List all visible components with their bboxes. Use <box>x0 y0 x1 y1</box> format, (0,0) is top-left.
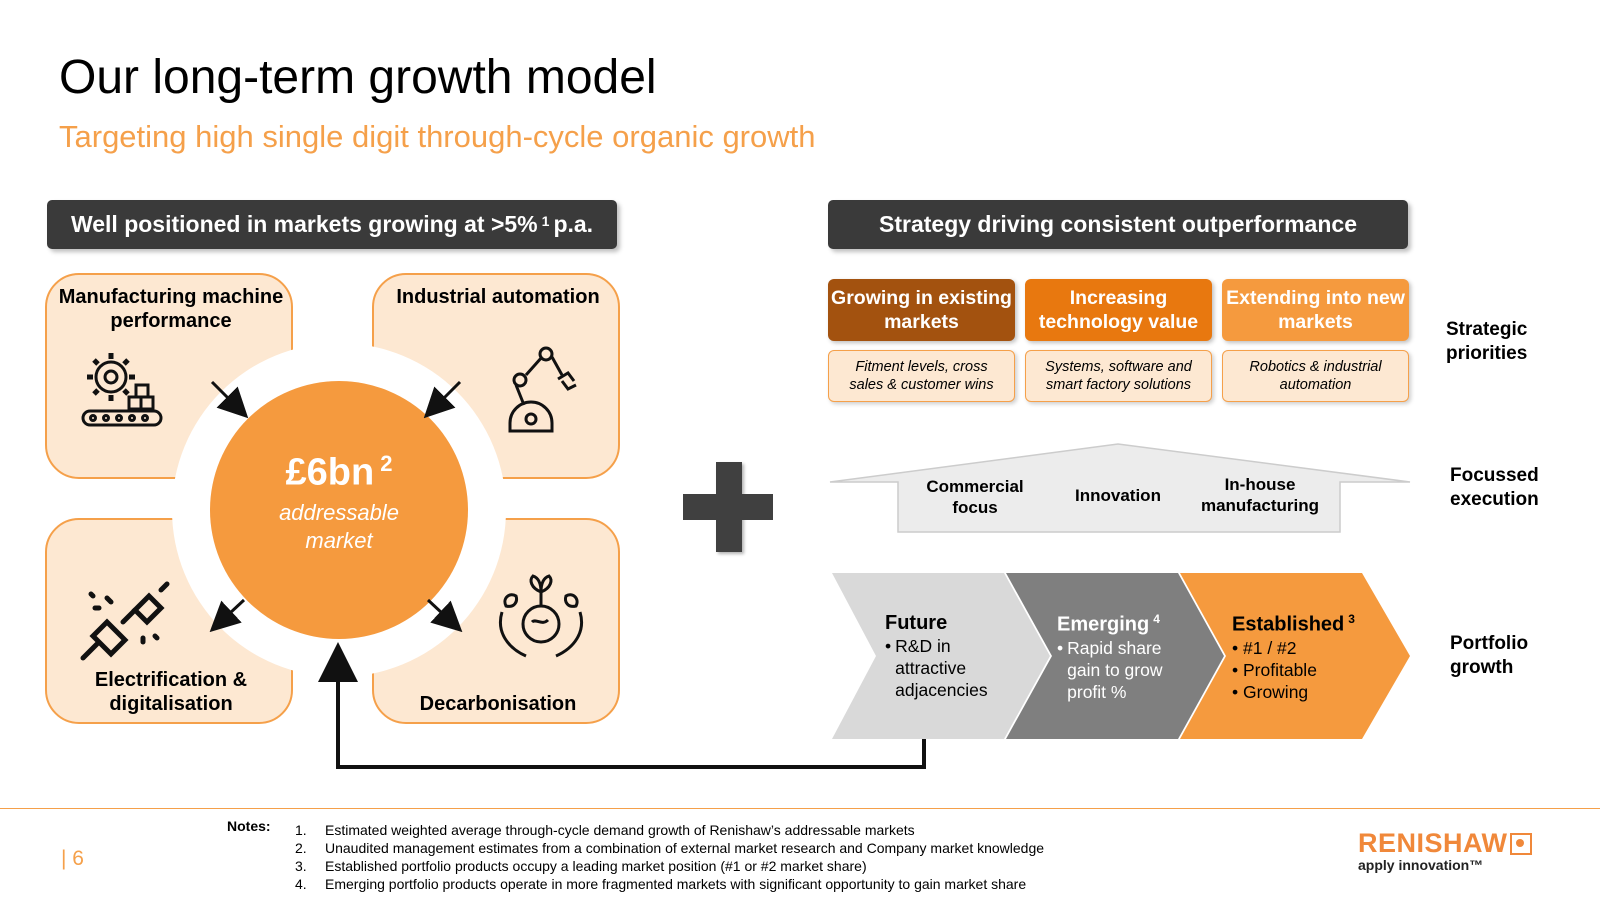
notes-list: 1. Estimated weighted average through-cyc… <box>295 821 1295 893</box>
plus-icon <box>683 462 773 552</box>
note-3: 3. Established portfolio products occupy … <box>295 857 1295 875</box>
emerging-bullet-1: • Rapid share gain to grow profit % <box>1057 637 1185 703</box>
arrow-bottom-left <box>209 598 246 633</box>
market-label-1: addressable <box>279 499 399 525</box>
note-1: 1. Estimated weighted average through-cyc… <box>295 821 1295 839</box>
future-bullet-1: • R&D in attractive adjacencies <box>885 635 1005 701</box>
note-2-text: Unaudited management estimates from a co… <box>325 840 1045 856</box>
footer-divider <box>0 808 1600 809</box>
arrow-top-right <box>423 380 462 419</box>
priority-extending-desc: Robotics & industrial automation <box>1222 350 1409 402</box>
left-header: Well positioned in markets growing at >5… <box>47 200 617 249</box>
priority-growing-head: Growing in existing markets <box>828 279 1015 341</box>
established-title: Established <box>1232 613 1345 636</box>
note-2-num: 2. <box>295 840 307 856</box>
priority-growing-desc: Fitment levels, cross sales & customer w… <box>828 350 1015 402</box>
tile-industrial-automation-label: Industrial automation <box>396 286 600 308</box>
brand-name: RENISHAW <box>1358 828 1508 858</box>
label-focussed-execution: Focussed execution <box>1450 465 1539 510</box>
market-value-sup: 2 <box>380 451 393 476</box>
established-bullet-3-text: Growing <box>1243 681 1309 702</box>
left-header-suffix: p.a. <box>553 211 594 237</box>
established-sup: 3 <box>1348 612 1355 626</box>
execution-shape <box>829 443 1411 533</box>
future-bullet-1-text: R&D in attractive adjacencies <box>895 636 988 700</box>
established-bullet-2: • Profitable <box>1232 659 1317 680</box>
brand-mark-icon <box>1509 832 1532 855</box>
execution-commercial: Commercial focus <box>926 477 1024 517</box>
future-title: Future <box>885 612 948 634</box>
established-bullet-2-text: Profitable <box>1243 659 1317 680</box>
note-2: 2. Unaudited management estimates from a … <box>295 839 1295 857</box>
label-portfolio-growth: Portfolio growth <box>1450 633 1529 678</box>
execution-inhouse: In-house manufacturing <box>1200 475 1320 515</box>
left-header-text: Well positioned in markets growing at >5… <box>70 211 538 237</box>
tile-electrification-label: Electrification & digitalisation <box>94 669 248 715</box>
hands-globe-plant-icon <box>499 574 583 658</box>
chevron-established <box>1180 573 1410 739</box>
gear-conveyor-icon <box>81 353 163 427</box>
tile-manufacturing-label: Manufacturing machine performance <box>58 286 284 332</box>
note-4-num: 4. <box>295 876 307 892</box>
portfolio-chevrons <box>832 573 1410 739</box>
note-4-text: Emerging portfolio products operate in m… <box>325 876 1027 892</box>
note-1-text: Estimated weighted average through-cycle… <box>325 822 915 838</box>
arrow-top-left <box>210 380 249 419</box>
tile-decarbonisation-label: Decarbonisation <box>419 693 577 715</box>
renishaw-logo: RENISHAW apply innovation™ <box>1358 828 1558 873</box>
priority-increasing-desc: Systems, software and smart factory solu… <box>1025 350 1212 402</box>
plug-icon <box>80 581 170 661</box>
feedback-arrow <box>318 642 926 769</box>
page-number: | 6 <box>61 847 84 870</box>
market-label-2: market <box>305 527 373 553</box>
arrow-bottom-right <box>426 598 463 633</box>
established-bullet-1: • #1 / #2 <box>1232 637 1297 658</box>
established-block: Established 3 • #1 / #2 • Profitable • Gr… <box>1232 612 1355 703</box>
note-3-num: 3. <box>295 858 307 874</box>
note-1-num: 1. <box>295 822 307 838</box>
brand-tagline: apply innovation™ <box>1358 857 1484 873</box>
emerging-bullet-1-text: Rapid share gain to grow profit % <box>1067 637 1163 702</box>
emerging-title: Emerging <box>1057 613 1150 636</box>
chevron-future <box>832 573 1050 739</box>
priority-increasing-head: Increasing technology value <box>1025 279 1212 341</box>
market-value: £6bn <box>285 451 375 494</box>
established-bullet-1-text: #1 / #2 <box>1243 637 1297 658</box>
page-subtitle: Targeting high single digit through-cycl… <box>59 119 816 154</box>
page-title: Our long-term growth model <box>59 51 657 104</box>
note-4: 4. Emerging portfolio products operate in… <box>295 875 1295 893</box>
right-header: Strategy driving consistent outperforman… <box>828 200 1408 249</box>
label-strategic-priorities: Strategic priorities <box>1446 319 1528 364</box>
robot-arm-icon <box>508 346 577 433</box>
execution-innovation: Innovation <box>1075 486 1161 505</box>
chevron-emerging <box>1006 573 1224 739</box>
emerging-sup: 4 <box>1153 612 1160 626</box>
notes-label: Notes: <box>227 818 271 834</box>
addressable-market-circle: £6bn 2 addressable market <box>210 381 468 639</box>
market-value-line: £6bn 2 <box>210 451 468 495</box>
established-bullet-3: • Growing <box>1232 681 1309 702</box>
future-block: Future • R&D in attractive adjacencies <box>885 612 1005 701</box>
priority-extending-head: Extending into new markets <box>1222 279 1409 341</box>
left-header-sup: 1 <box>541 212 550 229</box>
emerging-title-line: Emerging 4 <box>1057 612 1185 637</box>
emerging-block: Emerging 4 • Rapid share gain to grow prof… <box>1057 612 1185 703</box>
established-title-line: Established 3 <box>1232 612 1355 637</box>
note-3-text: Established portfolio products occupy a … <box>325 858 867 874</box>
